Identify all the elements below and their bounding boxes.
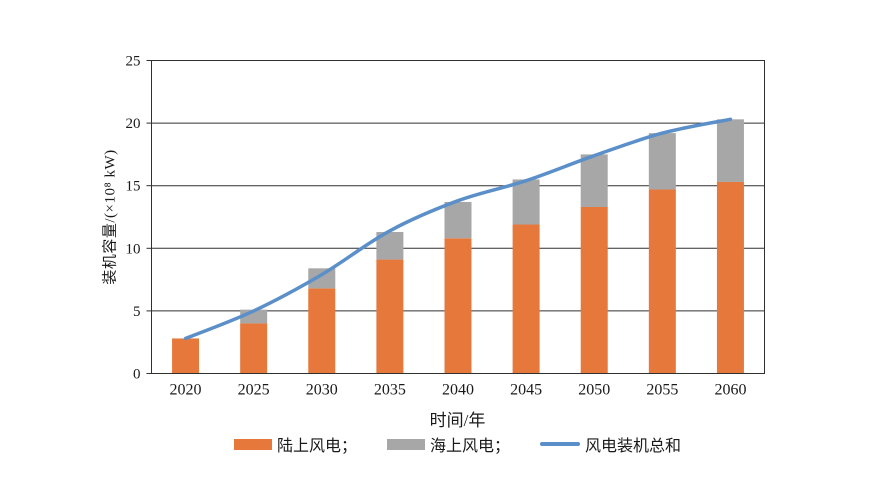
bar-onshore-2045 <box>512 224 540 374</box>
legend-label-total: 风电装机总和 <box>585 438 682 455</box>
bar-onshore-2055 <box>648 189 676 374</box>
bar-onshore-2025 <box>240 323 268 374</box>
x-axis-title: 时间/年 <box>429 411 486 430</box>
legend-label-offshore: 海上风电； <box>429 438 510 455</box>
y-tick-label-10: 10 <box>126 241 141 257</box>
y-tick-label-20: 20 <box>126 116 141 132</box>
x-tick-label-2025: 2025 <box>238 382 270 399</box>
bar-onshore-2050 <box>580 206 608 374</box>
x-tick-label-2060: 2060 <box>714 382 746 399</box>
plot-border <box>151 60 765 374</box>
bar-offshore-2045 <box>512 179 540 225</box>
bar-offshore-2055 <box>648 133 676 190</box>
x-tick-label-2045: 2045 <box>510 382 542 399</box>
legend-item-onshore: 陆上风电； <box>233 432 357 456</box>
total-line-swatch <box>540 442 580 446</box>
bar-offshore-2060 <box>716 119 744 182</box>
bar-onshore-2020 <box>172 338 200 374</box>
bar-onshore-2030 <box>308 288 336 374</box>
chart-legend: 陆上风电； 海上风电； 风电装机总和 <box>151 432 764 456</box>
bar-onshore-2060 <box>716 181 744 374</box>
onshore-bar-swatch <box>233 438 272 450</box>
x-tick-label-2050: 2050 <box>578 382 610 399</box>
y-tick-label-25: 25 <box>126 54 141 70</box>
total-capacity-line <box>183 117 733 341</box>
legend-label-onshore: 陆上风电； <box>276 438 357 455</box>
y-tick-label-15: 15 <box>126 179 141 195</box>
bar-onshore-2040 <box>444 238 472 374</box>
x-tick-label-2040: 2040 <box>442 382 474 399</box>
bar-offshore-2050 <box>580 154 608 207</box>
x-tick-label-2055: 2055 <box>646 382 678 399</box>
y-tick-label-5: 5 <box>133 304 141 320</box>
x-tick-label-2020: 2020 <box>170 382 202 399</box>
x-tick-label-2035: 2035 <box>374 382 406 399</box>
offshore-bar-swatch <box>386 438 425 450</box>
bar-onshore-2035 <box>376 259 404 374</box>
x-tick-label-2030: 2030 <box>306 382 338 399</box>
y-axis-title: 装机容量/(×10⁸ kW) <box>102 149 119 285</box>
legend-item-total: 风电装机总和 <box>540 432 681 456</box>
bar-offshore-2030 <box>308 268 336 289</box>
bar-offshore-2040 <box>444 201 472 239</box>
legend-item-offshore: 海上风电； <box>386 432 510 456</box>
y-tick-label-0: 0 <box>133 367 141 383</box>
